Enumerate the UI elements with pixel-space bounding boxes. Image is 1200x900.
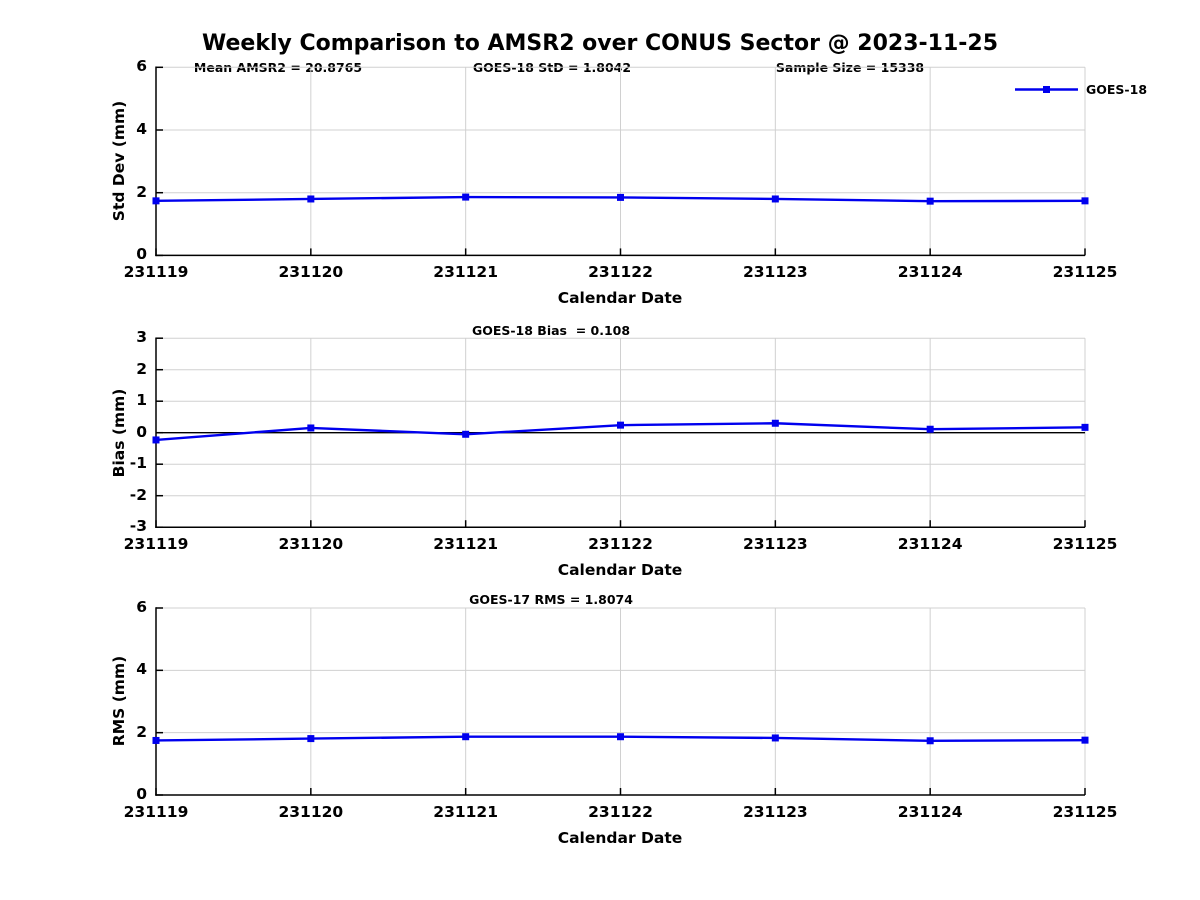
y-tick-label: 6 xyxy=(136,57,147,76)
data-marker xyxy=(1081,197,1089,205)
x-tick-label: 231120 xyxy=(278,803,344,821)
annotation-goes17-rms: GOES-17 RMS = 1.8074 xyxy=(469,592,633,607)
x-tick-label: 231124 xyxy=(897,535,963,554)
data-marker xyxy=(152,197,160,205)
y-tick-label: 2 xyxy=(136,182,147,201)
y-tick-label: -2 xyxy=(129,485,147,504)
x-tick-label: 231125 xyxy=(1052,535,1118,554)
x-tick-label: 231124 xyxy=(897,263,963,282)
x-tick-label: 231124 xyxy=(897,803,963,821)
data-marker xyxy=(617,421,624,429)
x-axis-label-rms-panel: Calendar Date xyxy=(557,829,683,847)
x-axis-label-stddev-panel: Calendar Date xyxy=(557,289,683,307)
x-tick-label: 231119 xyxy=(123,263,189,282)
annotation-goes18-bias: GOES-18 Bias = 0.108 xyxy=(471,323,631,338)
y-tick-label: 4 xyxy=(136,660,147,679)
legend-marker-sample xyxy=(1043,86,1050,93)
x-tick-label: 231122 xyxy=(588,535,653,554)
plot-area-bias xyxy=(152,337,1089,528)
y-tick-label: -1 xyxy=(129,454,147,473)
x-tick-label: 231125 xyxy=(1052,263,1118,282)
data-marker xyxy=(307,195,315,203)
y-tick-label: 0 xyxy=(136,785,147,803)
x-tick-label: 231121 xyxy=(433,803,499,821)
figure-title: Weekly Comparison to AMSR2 over CONUS Se… xyxy=(202,31,998,56)
x-tick-label: 231119 xyxy=(123,535,189,554)
y-tick-label: 2 xyxy=(136,722,147,741)
y-tick-label: -3 xyxy=(129,517,147,536)
data-marker xyxy=(617,193,624,201)
x-tick-label: 231123 xyxy=(742,535,808,554)
y-tick-label: 4 xyxy=(136,120,147,138)
data-marker xyxy=(617,733,624,741)
x-tick-label: 231125 xyxy=(1052,803,1118,821)
x-tick-label: 231121 xyxy=(433,263,499,282)
x-tick-label: 231120 xyxy=(278,535,344,554)
data-marker xyxy=(1081,736,1089,744)
x-tick-label: 231121 xyxy=(433,535,499,554)
data-marker xyxy=(771,195,779,203)
data-marker xyxy=(462,430,470,438)
x-tick-label: 231122 xyxy=(588,803,653,821)
x-axis-label-bias-panel: Calendar Date xyxy=(557,561,683,579)
legend-label-goes18: GOES-18 xyxy=(1086,82,1148,97)
y-tick-label: 1 xyxy=(136,391,147,410)
data-marker xyxy=(307,424,315,432)
data-marker xyxy=(462,193,470,201)
x-tick-label: 231123 xyxy=(742,263,808,282)
plot-area-rms xyxy=(152,607,1089,796)
y-tick-label: 2 xyxy=(136,359,147,378)
y-tick-label: 3 xyxy=(136,328,147,347)
plot-area-stddev xyxy=(152,66,1089,257)
data-marker xyxy=(926,197,934,205)
data-marker xyxy=(1081,423,1089,431)
data-marker xyxy=(771,734,779,742)
data-marker xyxy=(152,436,160,444)
data-marker xyxy=(462,733,470,741)
data-marker xyxy=(926,737,934,745)
x-tick-label: 231120 xyxy=(278,263,344,282)
data-marker xyxy=(152,736,160,744)
y-tick-label: 0 xyxy=(136,245,147,264)
y-tick-label: 6 xyxy=(136,598,147,616)
data-marker xyxy=(307,735,315,743)
data-marker xyxy=(771,419,779,427)
x-tick-label: 231122 xyxy=(588,263,653,282)
y-tick-label: 0 xyxy=(136,422,147,441)
data-marker xyxy=(926,425,934,433)
x-tick-label: 231123 xyxy=(742,803,808,821)
x-tick-label: 231119 xyxy=(123,803,189,821)
